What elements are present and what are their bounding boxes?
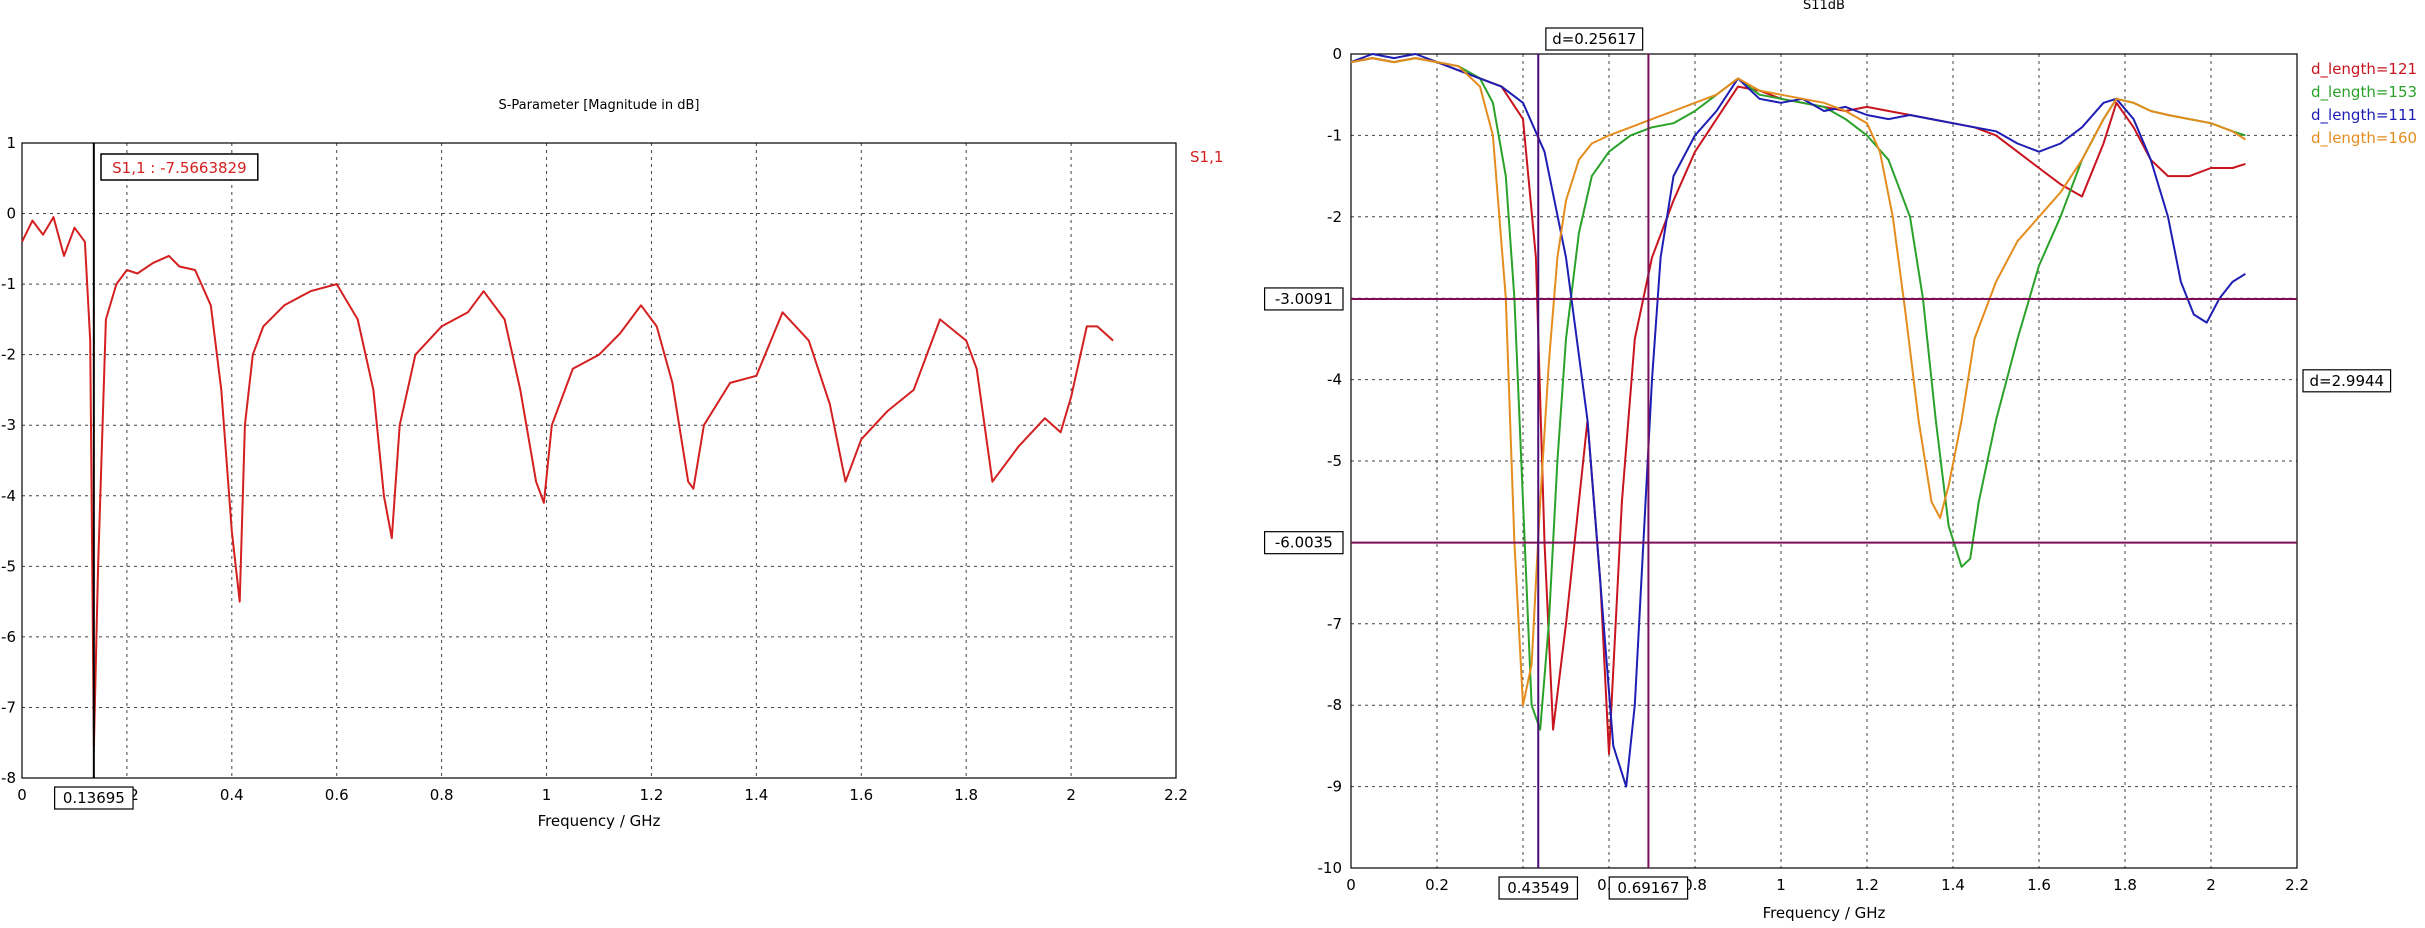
series-line-S1,1 <box>21 216 1114 748</box>
series-line-d_length=111 <box>1350 53 2246 788</box>
marker-v-label-box <box>1498 876 1579 900</box>
series-line-d_length=160 <box>1350 57 2246 707</box>
chart-title: S11dB <box>1803 0 1845 13</box>
y-tick-label: -8 <box>1327 696 1342 714</box>
marker-h-label-box <box>1263 287 1344 311</box>
marker-v-label-box <box>1608 876 1689 900</box>
marker-h-label: -3.0091 <box>1275 290 1333 308</box>
x-tick-label: 1 <box>1776 876 1786 894</box>
y-tick-label: -9 <box>1327 778 1342 796</box>
marker-x-label-box <box>54 786 134 810</box>
x-tick-label: 0 <box>1346 876 1356 894</box>
marker-v-label: 0.43549 <box>1507 879 1569 897</box>
x-tick-label: 1 <box>542 786 552 804</box>
y-tick-label: 1 <box>6 134 16 152</box>
marker-x-label: 0.13695 <box>63 789 125 807</box>
y-tick-label: -3 <box>1 416 16 434</box>
chart-title: S-Parameter [Magnitude in dB] <box>498 98 699 113</box>
x-tick-label: 1.2 <box>1855 876 1879 894</box>
x-tick-label: 1.4 <box>1941 876 1965 894</box>
x-tick-label: 2.2 <box>1164 786 1188 804</box>
x-tick-label: 0.8 <box>1683 876 1707 894</box>
y-tick-label: 0 <box>6 205 16 223</box>
series-line-d_length=121 <box>1350 57 2246 755</box>
x-tick-label: 2 <box>2206 876 2216 894</box>
marker-readout-box <box>100 153 259 181</box>
x-tick-label: 1.4 <box>744 786 768 804</box>
y-tick-label: -1 <box>1 275 16 293</box>
x-tick-label: 0 <box>17 786 27 804</box>
y-tick-label: -5 <box>1 557 16 575</box>
x-axis-label: Frequency / GHz <box>1763 904 1886 922</box>
y-tick-label: -2 <box>1 346 16 364</box>
delta-x-label: d=0.25617 <box>1552 30 1636 48</box>
y-tick-label: -6 <box>1 628 16 646</box>
legend-entry: d_length=160 <box>2311 129 2417 148</box>
x-tick-label: 0.4 <box>220 786 244 804</box>
plot-frame <box>1350 53 2298 869</box>
marker-v-label: 0.69167 <box>1617 879 1679 897</box>
x-axis-label: Frequency / GHz <box>538 812 661 830</box>
marker-h-label-box <box>1263 531 1344 555</box>
legend-entry: d_length=153 <box>2311 83 2417 102</box>
x-tick-label: 1.6 <box>2027 876 2051 894</box>
marker-readout: S1,1 : -7.5663829 <box>112 159 247 177</box>
x-tick-label: 0.8 <box>430 786 454 804</box>
marker-h-label: -6.0035 <box>1275 534 1333 552</box>
plot-frame <box>21 142 1177 779</box>
delta-y-label-box <box>2302 369 2392 393</box>
y-tick-label: -7 <box>1 698 16 716</box>
x-tick-label: 1.2 <box>640 786 664 804</box>
x-tick-label: 2.2 <box>2285 876 2309 894</box>
legend-entry: d_length=121 <box>2311 60 2417 79</box>
y-tick-label: -7 <box>1327 615 1342 633</box>
legend-entry: S1,1 <box>1190 148 1223 166</box>
y-tick-label: -4 <box>1327 371 1342 389</box>
y-tick-label: 0 <box>1332 45 1342 63</box>
y-tick-label: -8 <box>1 769 16 787</box>
delta-x-label-box <box>1545 27 1644 51</box>
x-tick-label: 0.2 <box>1425 876 1449 894</box>
y-tick-label: -5 <box>1327 452 1342 470</box>
series-line-d_length=153 <box>1350 57 2246 731</box>
x-tick-label: 1.6 <box>849 786 873 804</box>
x-tick-label: 2 <box>1066 786 1076 804</box>
y-tick-label: -2 <box>1327 208 1342 226</box>
y-tick-label: -10 <box>1318 859 1343 877</box>
x-tick-label: 0.6 <box>325 786 349 804</box>
legend-entry: d_length=111 <box>2311 106 2417 125</box>
x-tick-label: 1.8 <box>2113 876 2137 894</box>
x-tick-label: 1.8 <box>954 786 978 804</box>
y-tick-label: -1 <box>1327 126 1342 144</box>
delta-y-label: d=2.9944 <box>2310 372 2385 390</box>
y-tick-label: -4 <box>1 487 16 505</box>
